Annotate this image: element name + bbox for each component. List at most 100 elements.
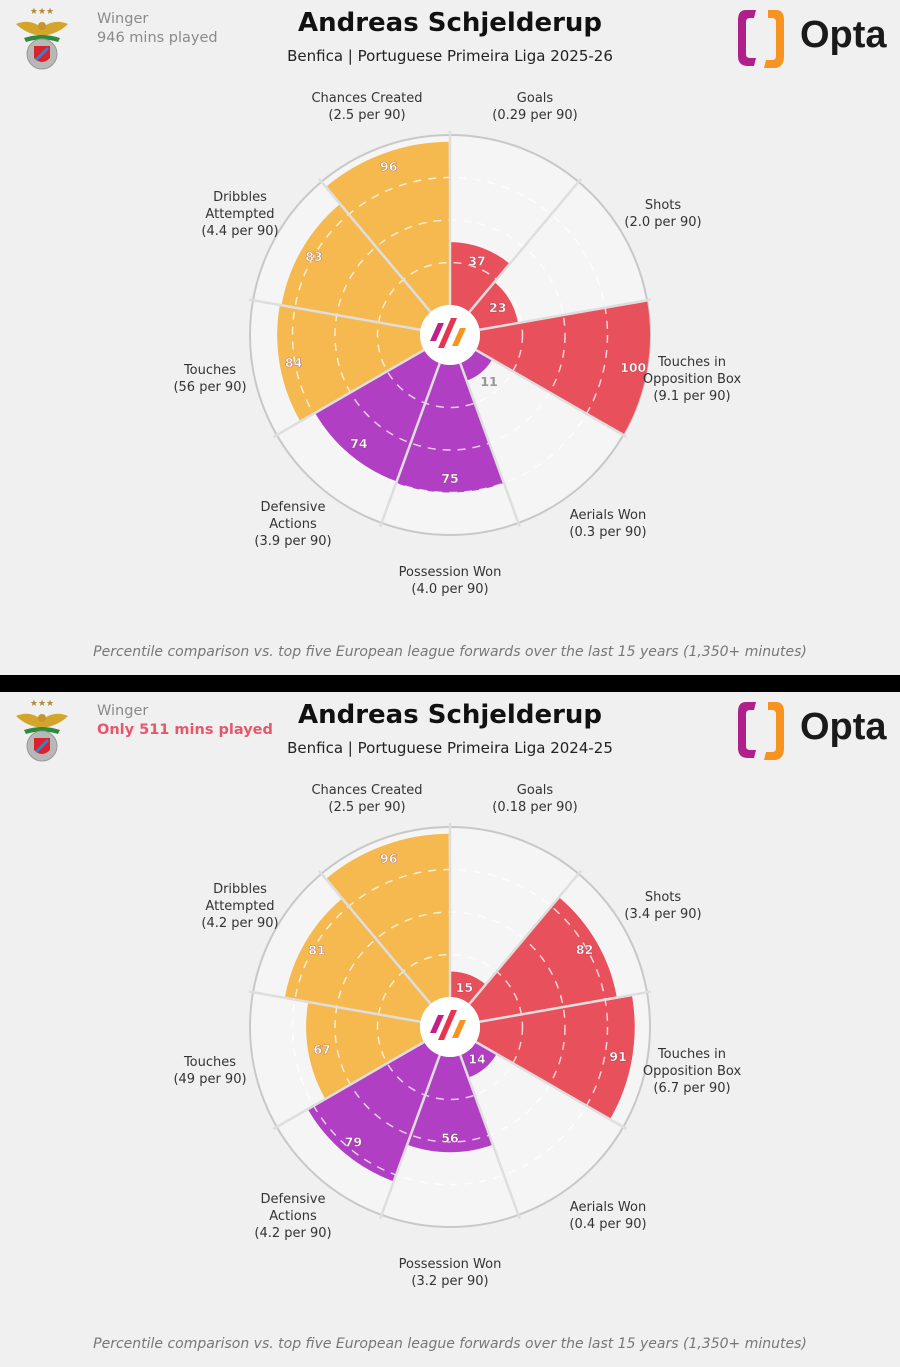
- pizza-panel: ★★★ Winger 946 mins played Andreas Schjelde…: [0, 0, 900, 675]
- polar-bar-chart: 37 23 100 11 75 74 84 83 96: [248, 131, 652, 536]
- category-label: Touches (49 per 90): [173, 1054, 246, 1088]
- bar-aerials-won: [460, 1042, 497, 1078]
- category-label: Possession Won (3.2 per 90): [399, 1256, 502, 1290]
- value-label: 96: [380, 159, 398, 174]
- category-name: Actions: [269, 517, 317, 532]
- team-league-subtitle: Benfica | Portuguese Primeira Liga 2025-…: [287, 47, 613, 65]
- category-name: Opposition Box: [642, 372, 742, 387]
- category-label: Dribbles Attempted (4.4 per 90): [201, 189, 278, 240]
- per90-value: (56 per 90): [173, 380, 247, 395]
- club-crest-icon: ★★★: [16, 699, 68, 762]
- category-label: Touches in Opposition Box (6.7 per 90): [643, 1046, 741, 1097]
- category-label: Goals (0.18 per 90): [492, 782, 578, 816]
- per90-value: (2.5 per 90): [328, 800, 406, 815]
- category-name: Attempted: [205, 899, 275, 914]
- category-label: Shots (2.0 per 90): [624, 197, 701, 231]
- opta-logo: Opta: [734, 698, 894, 764]
- spoke: [468, 869, 583, 1005]
- center-hub: [420, 305, 480, 365]
- category-name: Chances Created: [311, 91, 423, 106]
- spoke: [317, 869, 432, 1005]
- per90-value: (3.2 per 90): [411, 1274, 489, 1289]
- player-name-title: Andreas Schjelderup: [297, 8, 603, 38]
- footnote: Percentile comparison vs. top five Europ…: [93, 1336, 807, 1352]
- grid-ring: [376, 953, 524, 1101]
- pizza-panel: ★★★ Winger Only 511 mins played Andreas Sch…: [0, 692, 900, 1367]
- spoke: [475, 1040, 628, 1131]
- value-label: 56: [441, 1131, 459, 1146]
- category-name: Touches in: [657, 355, 727, 370]
- opta-wordmark: Opta: [800, 706, 887, 748]
- bar-dribbles-attempted: [285, 899, 431, 1022]
- category-name: Dribbles: [213, 882, 267, 897]
- category-label: Possession Won (4.0 per 90): [399, 564, 502, 598]
- category-name: Aerials Won: [569, 508, 647, 523]
- spoke: [248, 990, 421, 1024]
- spoke: [272, 348, 425, 439]
- category-name: Actions: [269, 1209, 317, 1224]
- spoke: [475, 348, 628, 439]
- bar-goals: [450, 971, 486, 1004]
- category-name: Touches in: [657, 1047, 727, 1062]
- per90-value: (0.4 per 90): [569, 1217, 647, 1232]
- per90-value: (2.5 per 90): [328, 108, 406, 123]
- player-position: Winger: [97, 11, 149, 27]
- category-label: Aerials Won (0.3 per 90): [569, 507, 646, 541]
- center-logo-icon: [430, 318, 466, 348]
- category-name: Touches: [183, 363, 237, 378]
- spoke: [479, 990, 652, 1024]
- value-label: 74: [350, 436, 368, 451]
- category-name: Dribbles: [213, 190, 267, 205]
- bar-dribbles-attempted: [281, 204, 431, 330]
- spoke: [459, 1054, 521, 1220]
- bar-chances-created: [326, 833, 450, 1004]
- panel-divider: [0, 675, 900, 692]
- per90-value: (9.1 per 90): [653, 389, 731, 404]
- category-name: Defensive: [260, 500, 326, 515]
- category-name: Chances Created: [311, 783, 423, 798]
- category-label: Defensive Actions (3.9 per 90): [254, 499, 331, 550]
- category-name: Opposition Box: [642, 1064, 742, 1079]
- category-label: Chances Created (2.5 per 90): [311, 90, 422, 124]
- spoke: [468, 177, 583, 313]
- category-name: Possession Won: [398, 565, 502, 580]
- spoke: [379, 362, 441, 528]
- spoke: [272, 1040, 425, 1131]
- grid-ring: [376, 261, 524, 409]
- value-label: 11: [480, 374, 497, 389]
- category-name: Shots: [644, 198, 682, 213]
- value-label: 23: [489, 300, 506, 315]
- per90-value: (2.0 per 90): [624, 215, 702, 230]
- category-label: Defensive Actions (4.2 per 90): [254, 1191, 331, 1242]
- category-label: Touches in Opposition Box (9.1 per 90): [643, 354, 741, 405]
- opta-wordmark: Opta: [800, 14, 887, 56]
- bar-aerials-won: [460, 350, 493, 381]
- opta-logo: Opta: [734, 6, 894, 72]
- bar-touches-in-opposition-box: [476, 301, 650, 434]
- spoke: [317, 177, 432, 313]
- category-label: Aerials Won (0.4 per 90): [569, 1199, 646, 1233]
- value-label: 83: [305, 249, 322, 264]
- per90-value: (6.7 per 90): [653, 1081, 731, 1096]
- spoke: [479, 298, 652, 332]
- club-crest-icon: ★★★: [16, 7, 68, 70]
- category-label: Touches (56 per 90): [173, 362, 246, 396]
- opta-mark-icon: [738, 702, 784, 760]
- opta-mark-icon: [738, 10, 784, 68]
- bar-goals: [450, 242, 510, 312]
- value-label: 81: [308, 943, 325, 958]
- per90-value: (4.4 per 90): [201, 224, 279, 239]
- per90-value: (4.2 per 90): [201, 916, 279, 931]
- category-name: Possession Won: [398, 1257, 502, 1272]
- category-name: Defensive: [260, 1192, 326, 1207]
- player-name-title: Andreas Schjelderup: [297, 700, 603, 730]
- per90-value: (0.29 per 90): [492, 108, 578, 123]
- player-meta: Winger 946 mins played: [97, 10, 218, 48]
- value-label: 96: [380, 851, 398, 866]
- value-label: 79: [345, 1135, 362, 1150]
- minutes-played: 946 mins played: [97, 30, 218, 46]
- bar-possession-won: [397, 363, 503, 493]
- per90-value: (0.18 per 90): [492, 800, 578, 815]
- category-name: Goals: [516, 783, 554, 798]
- category-label: Chances Created (2.5 per 90): [311, 782, 422, 816]
